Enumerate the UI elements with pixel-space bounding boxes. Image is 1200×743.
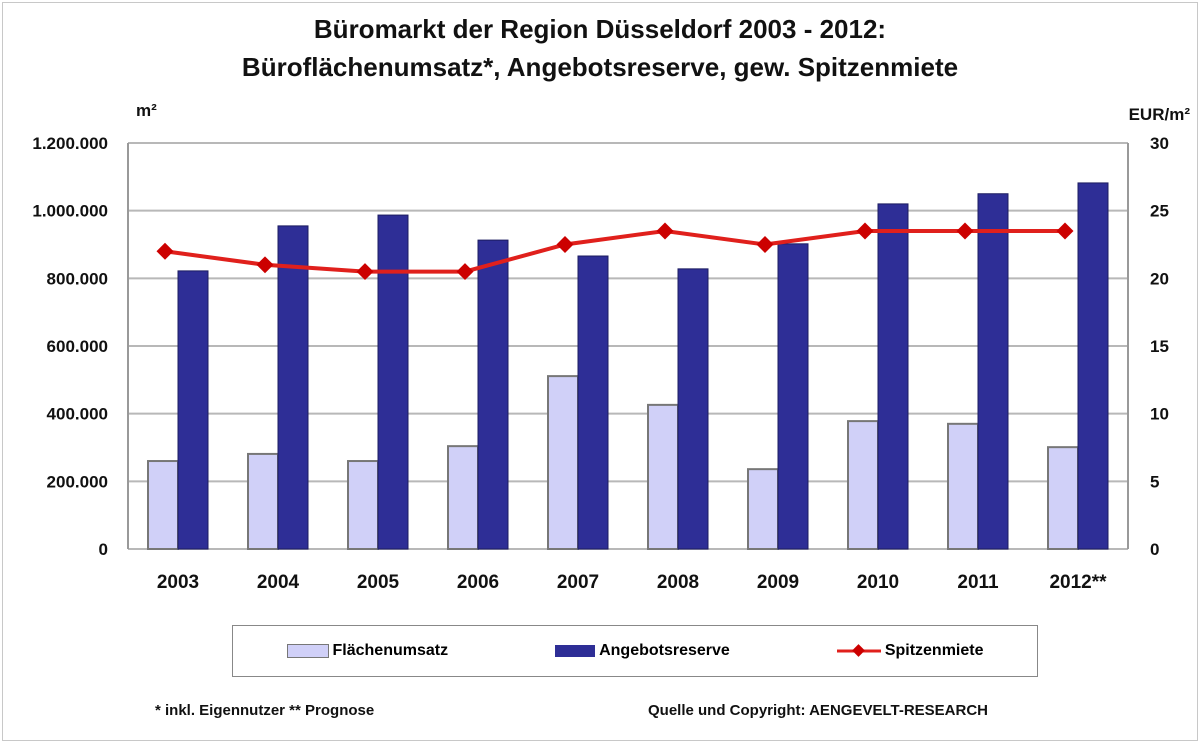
legend-line-swatch <box>836 644 881 657</box>
chart-subtitle: Büroflächenumsatz*, Angebotsreserve, gew… <box>241 52 959 82</box>
y2-tick-label: 0 <box>1150 540 1159 559</box>
y2-tick-label: 15 <box>1150 337 1169 356</box>
bar-angebotsreserve <box>677 268 709 550</box>
bar-angebotsreserve <box>877 203 909 550</box>
y-tick-label: 400.000 <box>47 405 108 424</box>
bar-angebotsreserve <box>977 193 1009 550</box>
point-spitzenmiete <box>556 236 574 253</box>
legend-swatch <box>555 645 596 657</box>
legend-label: Flächenumsatz <box>332 642 449 659</box>
y-tick-label: 1.000.000 <box>32 202 108 221</box>
bar-angebotsreserve <box>377 214 409 550</box>
y2-tick-label: 30 <box>1150 134 1169 153</box>
point-spitzenmiete <box>356 263 374 281</box>
x-tick-label: 2009 <box>757 572 799 593</box>
bar-flaechenumsatz <box>747 468 779 550</box>
legend: Flächenumsatz Angebotsreserve Spitzenmie… <box>232 625 1038 677</box>
y-axis-label: m² <box>136 101 157 120</box>
point-spitzenmiete <box>456 263 474 281</box>
y2-tick-label: 5 <box>1150 472 1159 491</box>
x-tick-label: 2003 <box>157 572 199 593</box>
point-spitzenmiete <box>156 242 174 260</box>
y-tick-label: 600.000 <box>47 337 108 356</box>
line-spitzenmiete <box>164 228 1065 274</box>
bar-flaechenumsatz <box>947 422 979 551</box>
source-note: Quelle und Copyright: AENGEVELT-RESEARCH <box>648 702 989 719</box>
y2-axis-label: EUR/m² <box>1129 105 1191 124</box>
point-spitzenmiete <box>1056 222 1074 240</box>
bar-angebotsreserve <box>177 270 209 550</box>
chart-title: Büromarkt der Region Düsseldorf 2003 - 2… <box>313 14 887 44</box>
x-tick-label: 2010 <box>857 572 899 593</box>
point-spitzenmiete <box>756 236 774 253</box>
point-spitzenmiete <box>256 256 274 274</box>
bar-angebotsreserve <box>477 239 509 550</box>
bar-flaechenumsatz <box>247 452 279 551</box>
x-tick-label: 2004 <box>257 572 300 593</box>
point-spitzenmiete <box>856 222 874 240</box>
bar-flaechenumsatz <box>1047 446 1079 550</box>
point-spitzenmiete <box>656 222 674 240</box>
bar-flaechenumsatz <box>847 420 879 550</box>
y2-tick-label: 25 <box>1150 202 1169 221</box>
bar-flaechenumsatz <box>447 445 479 550</box>
legend-item: Spitzenmiete <box>836 642 984 660</box>
y-tick-label: 200.000 <box>47 472 108 491</box>
bar-angebotsreserve <box>277 225 309 550</box>
legend-swatch <box>286 644 329 658</box>
y-tick-label: 800.000 <box>47 269 108 288</box>
bar-angebotsreserve <box>777 243 809 550</box>
bar-angebotsreserve <box>577 255 609 550</box>
bar-angebotsreserve <box>1077 182 1109 550</box>
x-tick-label: 2008 <box>657 572 699 593</box>
x-tick-label: 2012** <box>1049 572 1107 593</box>
bar-flaechenumsatz <box>147 460 179 550</box>
chart: 0 200.000 400.000 600.000 800.000 1.000.000 1.… <box>32 101 1191 593</box>
y2-tick-label: 20 <box>1150 269 1169 288</box>
x-tick-label: 2005 <box>357 572 400 593</box>
bar-flaechenumsatz <box>347 460 379 550</box>
bar-flaechenumsatz <box>647 403 679 550</box>
legend-item: Angebotsreserve <box>555 642 730 660</box>
y-tick-label: 1.200.000 <box>32 134 108 153</box>
bar-flaechenumsatz <box>547 375 579 550</box>
legend-label: Angebotsreserve <box>599 642 730 659</box>
legend-item: Flächenumsatz <box>286 642 449 660</box>
y-tick-label: 0 <box>99 540 108 559</box>
x-tick-label: 2007 <box>557 572 599 593</box>
x-tick-label: 2006 <box>457 572 499 593</box>
x-tick-label: 2011 <box>957 572 999 593</box>
point-spitzenmiete <box>956 222 974 240</box>
footnote: * inkl. Eigennutzer ** Prognose <box>155 702 375 719</box>
legend-label: Spitzenmiete <box>884 642 984 659</box>
y2-tick-label: 10 <box>1150 405 1169 424</box>
